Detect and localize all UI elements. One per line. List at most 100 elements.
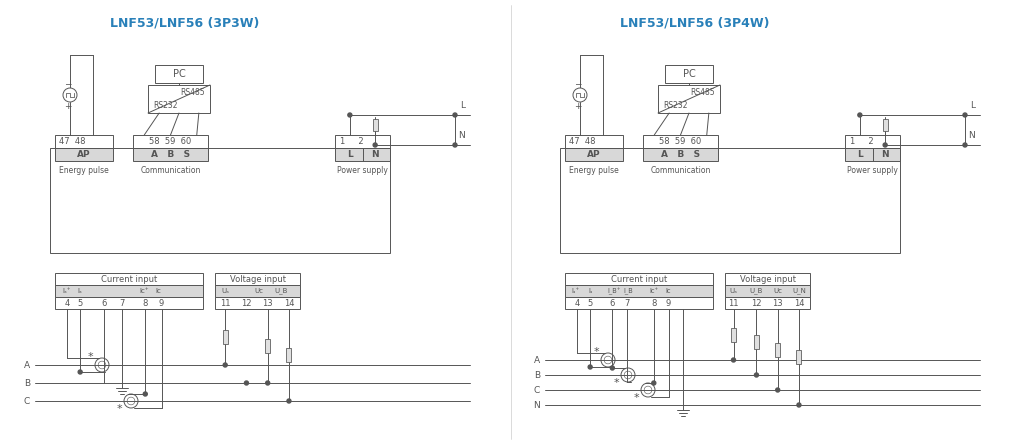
Bar bbox=[133, 135, 208, 148]
Text: 58  59  60: 58 59 60 bbox=[659, 137, 702, 146]
Text: A   B   S: A B S bbox=[661, 150, 700, 159]
Text: 8: 8 bbox=[143, 298, 148, 308]
Bar bbox=[845, 135, 900, 148]
Text: C: C bbox=[24, 396, 30, 405]
Text: L: L bbox=[460, 101, 465, 110]
Text: B: B bbox=[24, 378, 30, 388]
Text: RS232: RS232 bbox=[663, 101, 688, 110]
Circle shape bbox=[223, 363, 227, 367]
Text: Uₐ: Uₐ bbox=[730, 288, 738, 294]
Text: RS232: RS232 bbox=[153, 101, 178, 110]
Text: *: * bbox=[87, 352, 93, 362]
Text: LNF53/LNF56 (3P4W): LNF53/LNF56 (3P4W) bbox=[620, 16, 770, 29]
Bar bbox=[643, 148, 718, 161]
Bar bbox=[665, 65, 713, 83]
Text: 7: 7 bbox=[624, 298, 630, 308]
Text: C: C bbox=[533, 385, 540, 395]
Text: RS485: RS485 bbox=[690, 88, 715, 97]
Text: Power supply: Power supply bbox=[847, 166, 898, 174]
Bar bbox=[845, 148, 900, 161]
Bar bbox=[148, 85, 210, 113]
Text: Power supply: Power supply bbox=[337, 166, 388, 174]
Bar bbox=[155, 65, 203, 83]
Text: *: * bbox=[634, 393, 639, 403]
Text: RS485: RS485 bbox=[180, 88, 205, 97]
Circle shape bbox=[573, 88, 587, 102]
Text: Ic⁺: Ic⁺ bbox=[139, 288, 148, 294]
Bar bbox=[565, 297, 713, 309]
Bar bbox=[796, 350, 801, 364]
Bar bbox=[286, 348, 291, 362]
Circle shape bbox=[453, 113, 457, 117]
Text: N: N bbox=[458, 131, 465, 140]
Text: Ic⁺: Ic⁺ bbox=[649, 288, 658, 294]
Text: 12: 12 bbox=[241, 298, 251, 308]
Text: Iₐ: Iₐ bbox=[78, 288, 83, 294]
Text: Iₐ⁺: Iₐ⁺ bbox=[571, 288, 579, 294]
Circle shape bbox=[776, 388, 780, 392]
Text: −: − bbox=[574, 79, 582, 88]
Bar bbox=[133, 148, 208, 161]
Text: I_B: I_B bbox=[623, 288, 634, 294]
Circle shape bbox=[963, 113, 967, 117]
Text: 13: 13 bbox=[263, 298, 273, 308]
Circle shape bbox=[453, 143, 457, 147]
Text: 5: 5 bbox=[588, 298, 593, 308]
Bar bbox=[725, 273, 810, 285]
Text: 4: 4 bbox=[574, 298, 579, 308]
Circle shape bbox=[588, 365, 592, 369]
Circle shape bbox=[754, 373, 758, 377]
Bar bbox=[565, 135, 623, 148]
Bar bbox=[731, 328, 736, 341]
Bar bbox=[335, 135, 390, 148]
Text: N: N bbox=[968, 131, 975, 140]
Text: 11: 11 bbox=[729, 298, 739, 308]
Bar bbox=[725, 285, 810, 297]
Bar bbox=[560, 148, 900, 253]
Text: 47  48: 47 48 bbox=[59, 137, 86, 146]
Text: L: L bbox=[347, 150, 353, 159]
Circle shape bbox=[244, 381, 248, 385]
Text: Energy pulse: Energy pulse bbox=[59, 166, 109, 174]
Text: U_B: U_B bbox=[275, 288, 288, 294]
Text: 14: 14 bbox=[794, 298, 804, 308]
Text: 1     2: 1 2 bbox=[339, 137, 363, 146]
Text: 7: 7 bbox=[119, 298, 125, 308]
Text: AP: AP bbox=[588, 150, 601, 159]
Text: A   B   S: A B S bbox=[151, 150, 190, 159]
Bar bbox=[883, 119, 888, 131]
Text: 14: 14 bbox=[284, 298, 294, 308]
Bar bbox=[223, 330, 228, 344]
Text: 47  48: 47 48 bbox=[569, 137, 596, 146]
Circle shape bbox=[797, 403, 801, 407]
Text: 9: 9 bbox=[666, 298, 671, 308]
Text: *: * bbox=[613, 378, 618, 388]
Text: 11: 11 bbox=[220, 298, 230, 308]
Text: +: + bbox=[574, 102, 582, 111]
Text: 12: 12 bbox=[751, 298, 761, 308]
Circle shape bbox=[63, 88, 77, 102]
Circle shape bbox=[857, 113, 862, 117]
Circle shape bbox=[266, 381, 270, 385]
Bar bbox=[643, 135, 718, 148]
Bar bbox=[215, 273, 300, 285]
Text: Ic: Ic bbox=[666, 288, 671, 294]
Text: A: A bbox=[533, 356, 540, 365]
Bar bbox=[754, 335, 759, 349]
Text: Uc: Uc bbox=[774, 288, 782, 294]
Text: Voltage input: Voltage input bbox=[230, 274, 285, 284]
Circle shape bbox=[883, 143, 887, 147]
Text: U_B: U_B bbox=[750, 288, 763, 294]
Text: Uₐ: Uₐ bbox=[221, 288, 229, 294]
Text: Voltage input: Voltage input bbox=[740, 274, 795, 284]
Text: 4: 4 bbox=[64, 298, 69, 308]
Circle shape bbox=[963, 143, 967, 147]
Text: N: N bbox=[371, 150, 379, 159]
Text: Current input: Current input bbox=[101, 274, 157, 284]
Text: A: A bbox=[24, 361, 30, 369]
Bar bbox=[215, 297, 300, 309]
Bar bbox=[55, 297, 203, 309]
Text: 5: 5 bbox=[78, 298, 83, 308]
Text: N: N bbox=[881, 150, 889, 159]
Text: +: + bbox=[64, 102, 72, 111]
